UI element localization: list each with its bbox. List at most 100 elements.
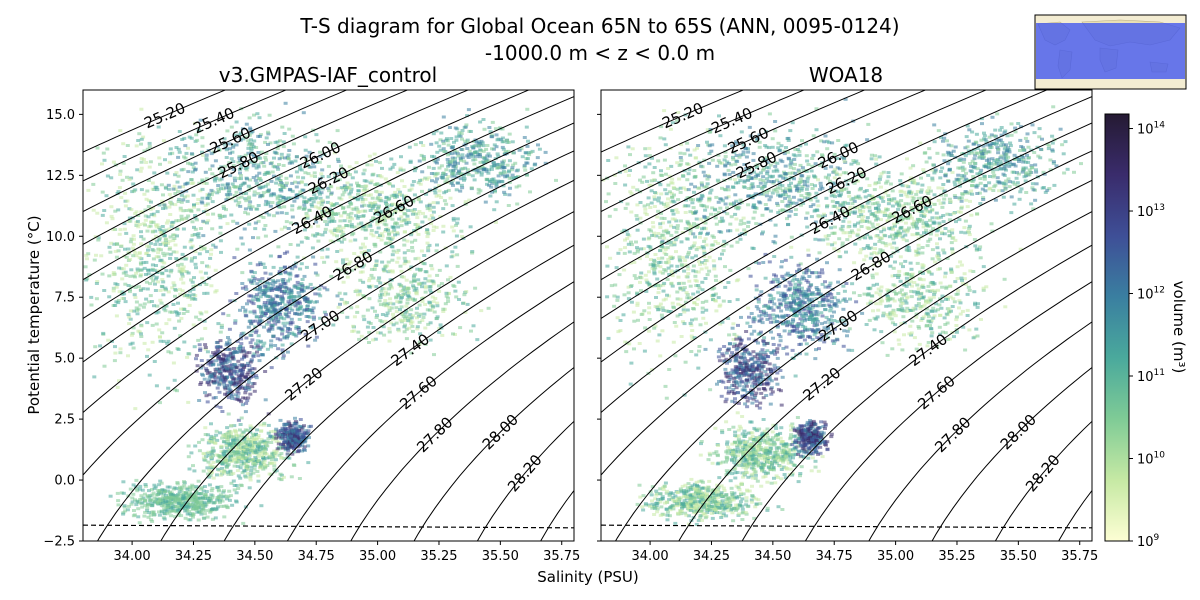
heatmap-cell bbox=[146, 495, 150, 499]
heatmap-cell bbox=[528, 190, 532, 194]
heatmap-cell bbox=[316, 201, 321, 205]
heatmap-cell bbox=[510, 166, 515, 170]
heatmap-cell bbox=[225, 435, 230, 438]
heatmap-cell bbox=[168, 200, 173, 204]
heatmap-cell bbox=[211, 212, 216, 216]
heatmap-cell bbox=[278, 179, 283, 182]
heatmap-cell bbox=[510, 168, 514, 172]
heatmap-cell bbox=[188, 518, 193, 522]
heatmap-cell bbox=[209, 493, 214, 497]
heatmap-cell bbox=[115, 385, 120, 389]
heatmap-cell bbox=[297, 477, 302, 480]
heatmap-cell bbox=[213, 370, 218, 374]
heatmap-cell bbox=[338, 302, 342, 306]
heatmap-cell bbox=[299, 282, 304, 285]
heatmap-cell bbox=[138, 288, 143, 292]
heatmap-cell bbox=[303, 135, 308, 139]
heatmap-cell bbox=[233, 321, 238, 325]
heatmap-cell bbox=[198, 118, 203, 122]
heatmap-cell bbox=[189, 297, 194, 301]
heatmap-cell bbox=[387, 339, 392, 343]
heatmap-cell bbox=[391, 236, 395, 240]
heatmap-cell bbox=[176, 200, 181, 203]
heatmap-cell bbox=[192, 256, 197, 260]
heatmap-cell bbox=[148, 513, 153, 517]
heatmap-cell bbox=[399, 205, 404, 209]
heatmap-cell bbox=[230, 394, 235, 398]
heatmap-cell bbox=[488, 130, 493, 134]
heatmap-cell bbox=[158, 502, 163, 506]
heatmap-cell bbox=[368, 223, 373, 227]
heatmap-cell bbox=[175, 504, 180, 508]
x-tick-label: 35.50 bbox=[482, 549, 519, 564]
heatmap-cell bbox=[375, 220, 380, 224]
heatmap-cell bbox=[484, 159, 489, 163]
heatmap-cell bbox=[238, 423, 243, 426]
heatmap-cell bbox=[401, 218, 406, 222]
heatmap-cell bbox=[203, 170, 208, 174]
heatmap-cell bbox=[113, 304, 118, 307]
heatmap-cell bbox=[228, 369, 233, 373]
heatmap-cell bbox=[202, 281, 207, 284]
heatmap-cell bbox=[149, 200, 153, 204]
heatmap-cell bbox=[257, 291, 262, 295]
heatmap-cell bbox=[194, 493, 199, 497]
heatmap-cell bbox=[196, 232, 201, 236]
heatmap-cell bbox=[302, 448, 307, 452]
heatmap-cell bbox=[177, 197, 182, 201]
heatmap-cell bbox=[89, 295, 94, 299]
heatmap-cell bbox=[151, 511, 156, 515]
heatmap-cell bbox=[121, 267, 126, 271]
heatmap-cell bbox=[136, 507, 141, 511]
heatmap-cell bbox=[312, 315, 316, 319]
heatmap-cell bbox=[665, 201, 670, 205]
heatmap-cell bbox=[180, 289, 185, 293]
heatmap-cell bbox=[372, 268, 377, 271]
heatmap-cell bbox=[643, 211, 648, 215]
heatmap-cell bbox=[241, 137, 246, 141]
heatmap-cell bbox=[231, 453, 236, 457]
heatmap-cell bbox=[162, 517, 167, 521]
heatmap-cell bbox=[486, 171, 491, 175]
heatmap-cell bbox=[176, 501, 181, 505]
heatmap-cell bbox=[283, 285, 288, 289]
heatmap-cell bbox=[294, 185, 299, 189]
heatmap-cell bbox=[237, 350, 242, 354]
heatmap-cell bbox=[269, 462, 274, 466]
heatmap-cell bbox=[169, 492, 173, 496]
heatmap-cell bbox=[111, 286, 116, 290]
heatmap-cell bbox=[355, 216, 360, 220]
heatmap-cell bbox=[704, 243, 709, 247]
heatmap-cell bbox=[437, 284, 441, 288]
heatmap-cell bbox=[473, 286, 478, 290]
heatmap-cell bbox=[114, 255, 119, 259]
y-tick-label: 0.0 bbox=[54, 474, 75, 489]
heatmap-cell bbox=[523, 168, 528, 172]
heatmap-cell bbox=[219, 450, 224, 454]
heatmap-cell bbox=[201, 373, 205, 377]
heatmap-cell bbox=[384, 241, 389, 245]
heatmap-cell bbox=[332, 233, 337, 237]
heatmap-cell bbox=[152, 214, 157, 218]
heatmap-cell bbox=[108, 250, 113, 254]
heatmap-cell bbox=[409, 351, 414, 355]
heatmap-cell bbox=[216, 505, 220, 509]
heatmap-cell bbox=[187, 493, 192, 497]
heatmap-cell bbox=[393, 190, 398, 194]
heatmap-cell bbox=[402, 330, 407, 334]
heatmap-cell bbox=[197, 252, 202, 256]
heatmap-cell bbox=[240, 453, 245, 457]
heatmap-cell bbox=[211, 243, 216, 247]
heatmap-cell bbox=[149, 501, 154, 505]
heatmap-cell bbox=[255, 315, 260, 319]
heatmap-cell bbox=[382, 333, 387, 337]
heatmap-cell bbox=[448, 196, 453, 200]
heatmap-cell bbox=[232, 424, 237, 428]
heatmap-cell bbox=[359, 195, 364, 199]
heatmap-cell bbox=[453, 126, 458, 130]
heatmap-cell bbox=[444, 291, 449, 295]
heatmap-cell bbox=[311, 306, 316, 310]
y-ticks-model: −2.50.02.55.07.510.012.515.0 bbox=[43, 108, 83, 550]
heatmap-cell bbox=[299, 194, 304, 198]
heatmap-cell bbox=[194, 133, 199, 137]
